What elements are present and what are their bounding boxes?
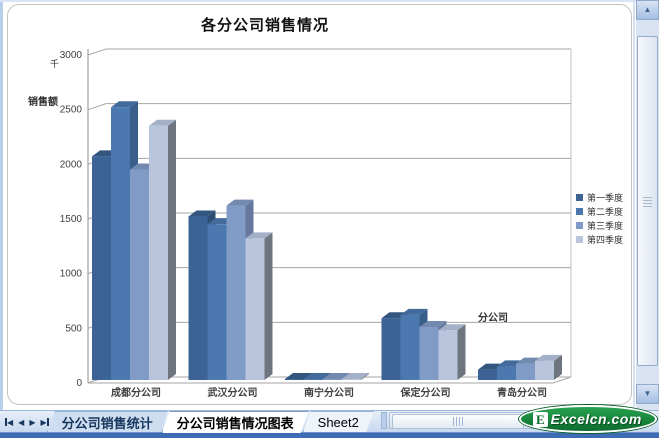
sheet-nav-buttons: ◀ ◀ ▶ ▶	[0, 411, 53, 433]
chart-title: 各分公司销售情况	[200, 17, 329, 34]
sheet-tab-分公司销售情况图表[interactable]: 分公司销售情况图表	[162, 411, 309, 433]
legend-label: 第二季度	[587, 206, 624, 217]
tab-split-handle[interactable]	[381, 412, 387, 429]
legend-label: 第四季度	[587, 234, 624, 245]
next-sheet-icon[interactable]: ▶	[29, 417, 36, 427]
logo-text: Excelcn.com	[550, 411, 642, 427]
category-axis-title: 分公司	[478, 313, 508, 324]
legend-item: 第三季度	[576, 218, 634, 232]
category-label: 青岛分公司	[497, 386, 547, 399]
value-axis-title: 销售额	[28, 97, 58, 108]
value-tick-label: 1000	[60, 269, 83, 280]
scroll-up-icon[interactable]: ▲	[636, 0, 659, 20]
legend-item: 第二季度	[576, 204, 634, 218]
value-axis-unit-label: 千	[50, 59, 60, 69]
horizontal-scrollbar-thumb[interactable]	[392, 414, 524, 429]
window-left-edge	[0, 0, 3, 432]
logo-e-icon: E	[533, 411, 548, 427]
legend-swatch-icon	[576, 221, 583, 229]
sheet-tab-Sheet2[interactable]: Sheet2	[303, 411, 374, 433]
bar-第四季度-青岛分公司[interactable]	[535, 354, 562, 380]
legend-label: 第三季度	[587, 220, 624, 231]
legend-swatch-icon	[576, 207, 583, 215]
value-tick-label: 2500	[60, 105, 83, 116]
excelcn-logo[interactable]: E Excelcn.com	[519, 405, 657, 433]
floor-front-edge	[88, 376, 572, 384]
sheet-tabs: 分公司销售统计 分公司销售情况图表 Sheet2	[53, 411, 374, 433]
scroll-down-icon[interactable]: ▼	[636, 384, 659, 404]
window-top-edge	[0, 0, 659, 2]
gridline	[87, 48, 571, 56]
category-label: 成都分公司	[111, 386, 161, 399]
legend-swatch-icon	[576, 235, 583, 243]
first-sheet-icon[interactable]: ◀	[5, 417, 14, 427]
last-sheet-icon[interactable]: ▶	[40, 417, 49, 427]
value-tick-label: 1500	[60, 214, 83, 225]
sheet-tab-分公司销售统计[interactable]: 分公司销售统计	[47, 411, 168, 433]
window-bottom-edge	[0, 432, 659, 438]
vertical-scrollbar[interactable]: ▲ ▼	[636, 0, 659, 410]
previous-sheet-icon[interactable]: ◀	[18, 417, 25, 427]
legend-item: 第一季度	[576, 190, 634, 204]
legend-swatch-icon	[576, 193, 583, 201]
scrollbar-grip-icon	[643, 197, 652, 208]
bar-第四季度-保定分公司[interactable]	[438, 324, 466, 380]
vertical-scrollbar-thumb[interactable]	[637, 36, 658, 366]
category-label: 保定分公司	[400, 386, 451, 399]
scrollbar-grip-icon	[453, 417, 464, 426]
legend-label: 第一季度	[587, 192, 624, 203]
bar-第四季度-南宁分公司[interactable]	[342, 373, 369, 380]
chart-legend: 第一季度第二季度第三季度第四季度	[576, 190, 634, 246]
category-label: 武汉分公司	[208, 386, 258, 399]
bar-第四季度-成都分公司[interactable]	[149, 119, 176, 380]
value-tick-label: 500	[65, 323, 82, 334]
bar-第四季度-武汉分公司[interactable]	[245, 232, 273, 380]
frame-divider	[633, 0, 635, 410]
legend-item: 第四季度	[576, 232, 634, 246]
value-tick-label: 3000	[60, 50, 83, 61]
category-label: 南宁分公司	[304, 386, 354, 399]
gridline	[87, 103, 571, 111]
value-tick-label: 0	[76, 378, 82, 389]
value-tick-label: 2000	[60, 159, 83, 170]
